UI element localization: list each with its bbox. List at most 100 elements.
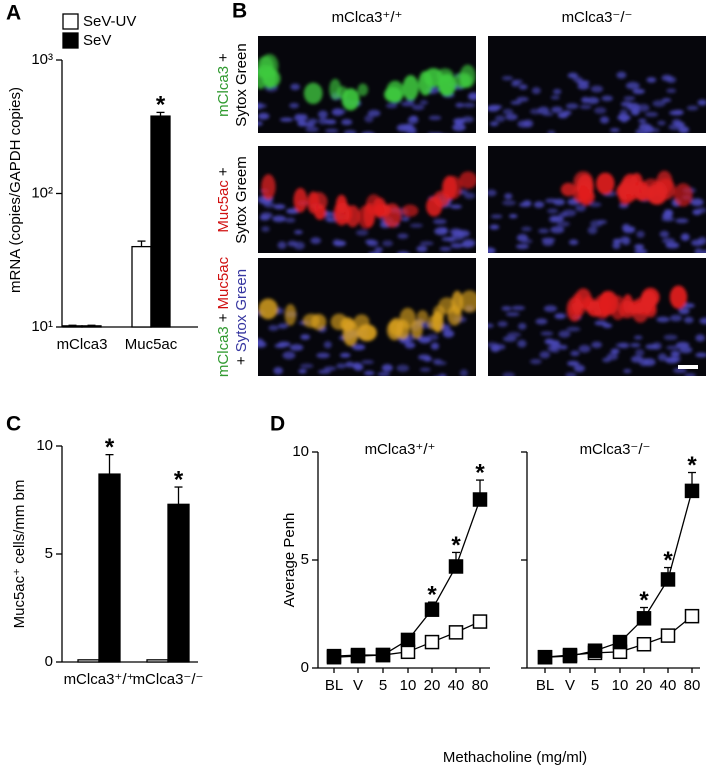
marker bbox=[350, 647, 366, 663]
significance-marker: * bbox=[475, 459, 485, 486]
x-tick-label: V bbox=[353, 677, 363, 694]
nucleus bbox=[535, 318, 548, 325]
nucleus bbox=[556, 221, 570, 227]
stained-cell bbox=[388, 317, 404, 336]
nucleus bbox=[666, 345, 681, 350]
nucleus bbox=[521, 226, 532, 232]
marker bbox=[326, 648, 342, 664]
stained-cell bbox=[669, 285, 688, 309]
nucleus bbox=[631, 355, 643, 363]
marker bbox=[424, 602, 440, 617]
nucleus bbox=[432, 358, 443, 364]
nucleus bbox=[363, 135, 373, 142]
x-tick-label: 10 bbox=[400, 677, 417, 694]
x-axis-label: Methacholine (mg/ml) bbox=[443, 749, 587, 766]
nucleus bbox=[599, 116, 610, 124]
micrograph-cells bbox=[488, 285, 706, 376]
nucleus bbox=[333, 240, 347, 247]
y-tick-label: 0 bbox=[301, 659, 309, 676]
nucleus bbox=[684, 373, 696, 376]
nucleus bbox=[505, 312, 520, 317]
nucleus bbox=[568, 239, 579, 246]
stained-cell bbox=[386, 80, 405, 103]
nucleus bbox=[697, 99, 706, 106]
nucleus bbox=[414, 378, 424, 383]
nucleus bbox=[464, 192, 476, 200]
nucleus bbox=[434, 132, 441, 133]
y-axis-label: mRNA (copies/GAPDH copies) bbox=[7, 87, 24, 293]
nucleus bbox=[661, 216, 675, 222]
y-axis-label: Average Penh bbox=[281, 513, 298, 608]
nucleus bbox=[572, 76, 583, 83]
nucleus bbox=[317, 381, 327, 387]
nucleus bbox=[566, 326, 581, 332]
stained-cell bbox=[576, 174, 594, 201]
nucleus bbox=[382, 240, 393, 247]
nucleus bbox=[516, 96, 529, 102]
stained-cell bbox=[401, 204, 419, 217]
legend-label: SeV bbox=[83, 32, 111, 49]
stained-cell bbox=[261, 174, 276, 200]
nucleus bbox=[529, 108, 542, 115]
x-tick-label: 40 bbox=[660, 677, 677, 694]
nucleus bbox=[502, 372, 515, 376]
nucleus bbox=[509, 214, 518, 219]
nucleus bbox=[467, 92, 476, 101]
nucleus bbox=[670, 350, 681, 357]
nucleus bbox=[381, 364, 393, 372]
marker bbox=[636, 611, 652, 626]
nucleus bbox=[601, 95, 613, 102]
nucleus bbox=[306, 387, 320, 393]
nucleus bbox=[669, 314, 683, 322]
nucleus bbox=[523, 119, 534, 128]
nucleus bbox=[510, 100, 522, 105]
nucleus bbox=[663, 209, 674, 217]
nucleus bbox=[618, 342, 630, 349]
micrograph-cells bbox=[258, 290, 476, 400]
error-bar bbox=[137, 240, 146, 247]
panel-letter: C bbox=[6, 413, 21, 436]
y-tick-label: 10 bbox=[292, 443, 309, 460]
nucleus bbox=[268, 325, 279, 331]
marker bbox=[684, 608, 700, 624]
x-tick-label: V bbox=[565, 677, 575, 694]
bar bbox=[146, 659, 169, 663]
nucleus bbox=[550, 95, 560, 100]
nucleus bbox=[540, 331, 554, 336]
nucleus bbox=[690, 198, 704, 207]
nucleus bbox=[433, 218, 447, 225]
nucleus bbox=[680, 233, 690, 241]
nucleus bbox=[323, 341, 332, 349]
stained-cell bbox=[438, 297, 456, 314]
nucleus bbox=[550, 215, 564, 223]
nucleus bbox=[432, 376, 440, 383]
nucleus bbox=[502, 335, 517, 342]
nucleus bbox=[362, 392, 374, 400]
nucleus bbox=[533, 201, 545, 209]
nucleus bbox=[586, 97, 600, 105]
x-tick-label: BL bbox=[325, 677, 343, 694]
nucleus bbox=[258, 112, 270, 120]
stained-cell bbox=[437, 73, 457, 97]
nucleus bbox=[699, 317, 706, 325]
stained-cell bbox=[582, 296, 595, 312]
nucleus bbox=[502, 200, 516, 206]
nucleus bbox=[502, 108, 514, 115]
stained-cell bbox=[560, 182, 576, 197]
nucleus bbox=[646, 77, 657, 83]
nucleus bbox=[518, 322, 527, 330]
nucleus bbox=[610, 348, 620, 355]
row-label: Sytox Greem bbox=[233, 156, 250, 244]
marker bbox=[636, 636, 652, 652]
nucleus bbox=[405, 140, 414, 145]
nucleus bbox=[325, 128, 339, 133]
nucleus bbox=[634, 249, 648, 253]
nucleus bbox=[298, 368, 307, 374]
marker bbox=[424, 634, 440, 650]
bar bbox=[98, 473, 121, 663]
marker bbox=[587, 643, 603, 658]
nucleus bbox=[683, 316, 694, 324]
nucleus bbox=[529, 358, 542, 365]
nucleus bbox=[434, 227, 448, 236]
